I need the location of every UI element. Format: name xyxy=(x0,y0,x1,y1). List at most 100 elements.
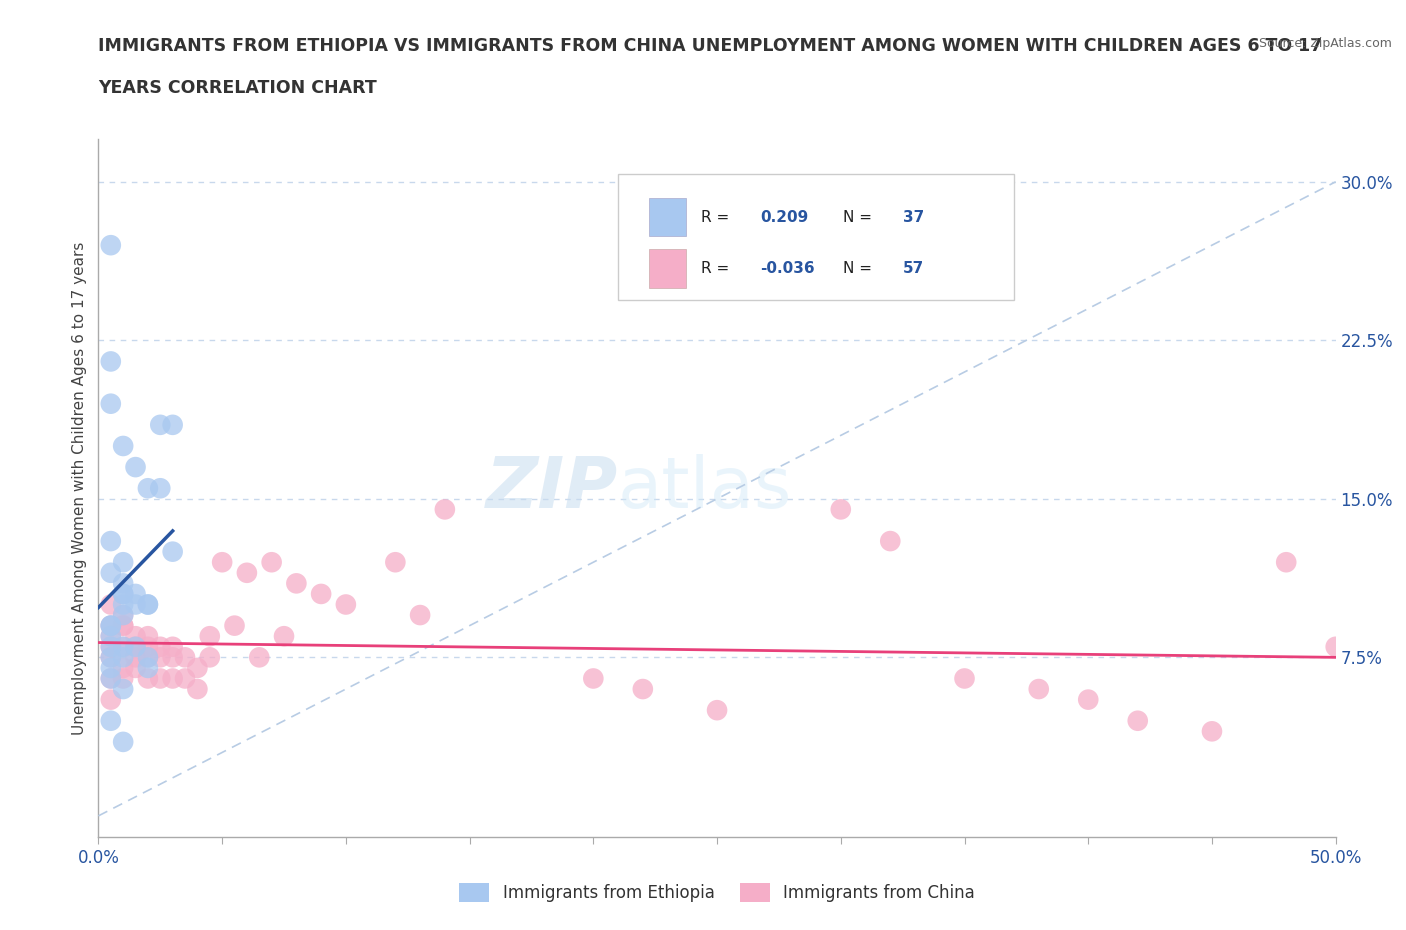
Point xyxy=(112,587,135,602)
Point xyxy=(136,597,159,612)
Point xyxy=(112,607,135,622)
Point xyxy=(953,671,976,686)
Point xyxy=(162,544,184,559)
Point xyxy=(149,481,172,496)
Point xyxy=(198,650,221,665)
Point xyxy=(285,576,308,591)
Point xyxy=(149,671,172,686)
Text: R =: R = xyxy=(702,209,734,224)
Point xyxy=(100,597,122,612)
Point xyxy=(136,650,159,665)
Text: 37: 37 xyxy=(903,209,924,224)
Bar xyxy=(650,249,686,287)
Point xyxy=(433,502,456,517)
Point xyxy=(162,671,184,686)
Point xyxy=(335,597,357,612)
Point xyxy=(162,639,184,654)
Point xyxy=(100,618,122,633)
Point xyxy=(136,660,159,675)
Point xyxy=(149,639,172,654)
Point xyxy=(309,587,332,602)
Point xyxy=(1126,713,1149,728)
Point xyxy=(100,534,122,549)
Point xyxy=(409,607,432,622)
Point xyxy=(112,555,135,570)
Point xyxy=(1201,724,1223,738)
Point xyxy=(100,692,122,707)
Text: atlas: atlas xyxy=(619,454,793,523)
Point xyxy=(149,418,172,432)
Point xyxy=(236,565,259,580)
Point xyxy=(100,639,122,654)
Point xyxy=(100,639,122,654)
Point xyxy=(100,650,122,665)
Point xyxy=(112,439,135,454)
Point xyxy=(260,555,283,570)
Text: N =: N = xyxy=(844,209,877,224)
Text: 0.209: 0.209 xyxy=(761,209,808,224)
Point xyxy=(124,650,146,665)
Point xyxy=(247,650,270,665)
Point xyxy=(100,396,122,411)
Point xyxy=(100,629,122,644)
Point xyxy=(830,502,852,517)
Text: ZIP: ZIP xyxy=(486,454,619,523)
Point xyxy=(149,650,172,665)
Point xyxy=(112,618,135,633)
Point xyxy=(162,650,184,665)
Text: Source: ZipAtlas.com: Source: ZipAtlas.com xyxy=(1258,37,1392,50)
Point xyxy=(112,618,135,633)
Point xyxy=(124,459,146,474)
Point xyxy=(112,639,135,654)
Point xyxy=(384,555,406,570)
Point xyxy=(136,639,159,654)
Point xyxy=(162,418,184,432)
Point xyxy=(1077,692,1099,707)
Text: N =: N = xyxy=(844,261,877,276)
Point xyxy=(582,671,605,686)
Point xyxy=(100,618,122,633)
Point xyxy=(706,703,728,718)
FancyBboxPatch shape xyxy=(619,175,1014,300)
Point xyxy=(124,639,146,654)
Point xyxy=(124,587,146,602)
Point xyxy=(124,660,146,675)
Text: IMMIGRANTS FROM ETHIOPIA VS IMMIGRANTS FROM CHINA UNEMPLOYMENT AMONG WOMEN WITH : IMMIGRANTS FROM ETHIOPIA VS IMMIGRANTS F… xyxy=(98,37,1323,55)
Point xyxy=(112,597,135,612)
Point xyxy=(100,671,122,686)
Point xyxy=(124,597,146,612)
Point xyxy=(100,650,122,665)
Point xyxy=(174,650,197,665)
Point xyxy=(112,576,135,591)
Point xyxy=(631,682,654,697)
Text: R =: R = xyxy=(702,261,734,276)
Point xyxy=(879,534,901,549)
Point xyxy=(136,597,159,612)
Point xyxy=(124,639,146,654)
Point xyxy=(112,671,135,686)
Point xyxy=(100,354,122,369)
Point xyxy=(1275,555,1298,570)
Point xyxy=(1324,639,1347,654)
Y-axis label: Unemployment Among Women with Children Ages 6 to 17 years: Unemployment Among Women with Children A… xyxy=(72,242,87,735)
Point xyxy=(136,671,159,686)
Point xyxy=(100,618,122,633)
Point xyxy=(136,650,159,665)
Point xyxy=(100,629,122,644)
Point xyxy=(112,735,135,750)
Point xyxy=(112,682,135,697)
Point xyxy=(136,481,159,496)
Point xyxy=(100,671,122,686)
Point xyxy=(112,639,135,654)
Point xyxy=(174,671,197,686)
Point xyxy=(112,660,135,675)
Point xyxy=(1028,682,1050,697)
Point xyxy=(112,607,135,622)
Point xyxy=(224,618,246,633)
Point xyxy=(186,660,208,675)
Point xyxy=(100,238,122,253)
Point xyxy=(100,660,122,675)
Point xyxy=(273,629,295,644)
Bar xyxy=(650,198,686,236)
Point xyxy=(211,555,233,570)
